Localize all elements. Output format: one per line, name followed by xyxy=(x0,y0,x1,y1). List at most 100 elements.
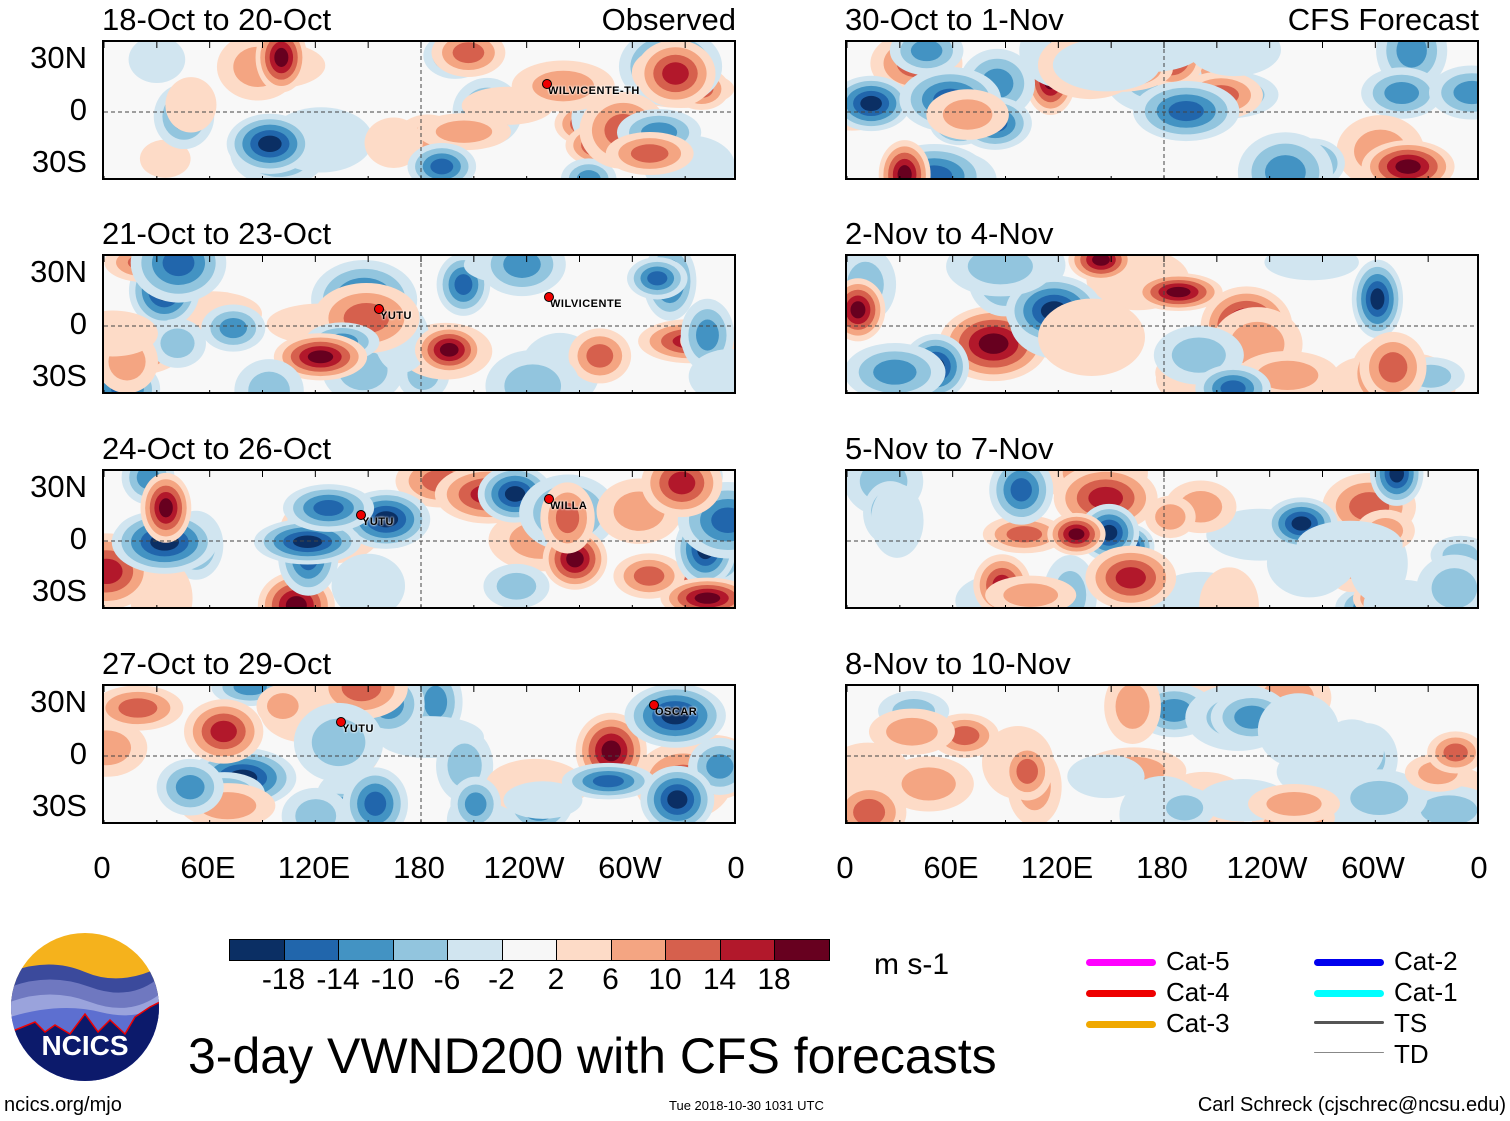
negative-anomaly xyxy=(1291,516,1312,531)
positive-anomaly xyxy=(1092,256,1110,266)
timestamp: Tue 2018-10-30 1031 UTC xyxy=(669,1098,824,1113)
negative-anomaly xyxy=(233,686,267,696)
negative-anomaly xyxy=(331,553,406,607)
lon-label: 120E xyxy=(277,850,351,885)
negative-anomaly xyxy=(504,486,526,502)
lon-label: 60E xyxy=(180,850,236,885)
lat-label: 30N xyxy=(30,40,87,75)
negative-anomaly xyxy=(1389,471,1405,483)
positive-anomaly xyxy=(694,592,721,604)
negative-anomaly xyxy=(576,170,601,178)
storm-track-icon xyxy=(356,510,366,520)
negative-anomaly xyxy=(706,754,734,779)
storm-track-icon xyxy=(336,717,346,727)
colorbar-swatch xyxy=(230,940,285,960)
panel-title: 8-Nov to 10-Nov xyxy=(845,646,1071,681)
negative-anomaly xyxy=(1067,754,1145,799)
storm-label: OSCAR xyxy=(655,706,698,718)
lon-label: 180 xyxy=(393,850,445,885)
positive-anomaly xyxy=(630,144,669,163)
negative-anomaly xyxy=(175,775,205,800)
lat-label: 30N xyxy=(30,254,87,289)
negative-anomaly xyxy=(1010,478,1032,502)
lat-label: 30S xyxy=(31,788,87,823)
positive-anomaly xyxy=(1443,743,1468,762)
negative-anomaly xyxy=(1296,520,1403,570)
negative-anomaly xyxy=(1350,780,1409,816)
legend-swatch xyxy=(1086,990,1156,997)
lon-label: 60E xyxy=(923,850,979,885)
positive-anomaly xyxy=(1038,298,1145,376)
positive-anomaly xyxy=(901,767,956,801)
negative-anomaly xyxy=(667,790,688,809)
colorbar-label: 18 xyxy=(757,963,791,996)
colorbar-label: 6 xyxy=(602,963,619,996)
positive-anomaly xyxy=(364,117,423,168)
legend-label: Cat-4 xyxy=(1166,977,1230,1007)
legend-swatch xyxy=(1086,1021,1156,1028)
vwnd-map-left-3 xyxy=(102,684,736,824)
positive-anomaly xyxy=(978,333,1009,354)
legend-swatch xyxy=(1314,1021,1384,1024)
positive-anomaly xyxy=(601,740,621,762)
legend-label: Cat-1 xyxy=(1394,977,1458,1007)
positive-anomaly xyxy=(886,717,938,746)
panel-title: 27-Oct to 29-Oct xyxy=(102,646,332,681)
colorbar-label: 10 xyxy=(648,963,682,996)
vwnd-map-left-1 xyxy=(102,254,736,394)
positive-anomaly xyxy=(341,686,382,702)
lon-label: 120E xyxy=(1020,850,1094,885)
negative-anomaly xyxy=(364,791,387,816)
site-url[interactable]: ncics.org/mjo xyxy=(4,1094,122,1116)
negative-anomaly xyxy=(696,319,719,351)
negative-anomaly xyxy=(873,359,917,385)
negative-anomaly xyxy=(1220,380,1246,392)
lat-label: 0 xyxy=(69,521,87,556)
panel-title: 18-Oct to 20-Oct xyxy=(102,2,332,37)
positive-anomaly xyxy=(897,165,912,178)
vwnd-map-right-1 xyxy=(845,254,1479,394)
negative-anomaly xyxy=(248,371,290,392)
colorbar-swatch xyxy=(666,940,721,960)
lon-label: 0 xyxy=(93,850,111,885)
negative-anomaly xyxy=(1319,719,1384,781)
negative-anomaly xyxy=(661,706,690,725)
positive-anomaly xyxy=(1155,504,1186,530)
legend-swatch xyxy=(1314,990,1384,997)
negative-anomaly xyxy=(910,42,943,62)
legend-label: TD xyxy=(1394,1039,1429,1069)
colorbar-label: 2 xyxy=(547,963,565,996)
colorbar-label: -18 xyxy=(261,963,306,996)
positive-anomaly xyxy=(662,62,689,85)
colorbar-swatch xyxy=(448,940,503,960)
negative-anomaly xyxy=(870,483,924,558)
negative-anomaly xyxy=(162,256,195,277)
colorbar-label: -2 xyxy=(488,963,515,996)
positive-anomaly xyxy=(1199,567,1259,607)
panel-tag: Observed xyxy=(601,2,736,37)
positive-anomaly xyxy=(274,47,289,67)
lat-label: 30S xyxy=(31,573,87,608)
negative-anomaly xyxy=(430,158,454,175)
negative-anomaly xyxy=(967,256,1033,285)
storm-label: YUTU xyxy=(362,516,394,528)
colorbar-swatch xyxy=(502,940,557,960)
storm-track-icon xyxy=(649,700,659,710)
vwnd-map-left-0 xyxy=(102,40,736,180)
colorbar-swatch xyxy=(339,940,394,960)
positive-anomaly xyxy=(104,310,158,357)
colorbar xyxy=(229,939,830,961)
storm-track-icon xyxy=(374,304,384,314)
positive-anomaly xyxy=(104,558,123,585)
negative-anomaly xyxy=(454,274,473,295)
positive-anomaly xyxy=(566,550,584,568)
lon-label: 0 xyxy=(1470,850,1488,885)
lat-label: 30N xyxy=(30,469,87,504)
positive-anomaly xyxy=(668,471,696,495)
lat-label: 30S xyxy=(31,358,87,393)
legend-label: Cat-5 xyxy=(1166,946,1230,976)
negative-anomaly xyxy=(1384,82,1420,105)
positive-anomaly xyxy=(853,798,886,822)
panel-title: 24-Oct to 26-Oct xyxy=(102,431,332,466)
colorbar-label: -14 xyxy=(316,963,360,996)
